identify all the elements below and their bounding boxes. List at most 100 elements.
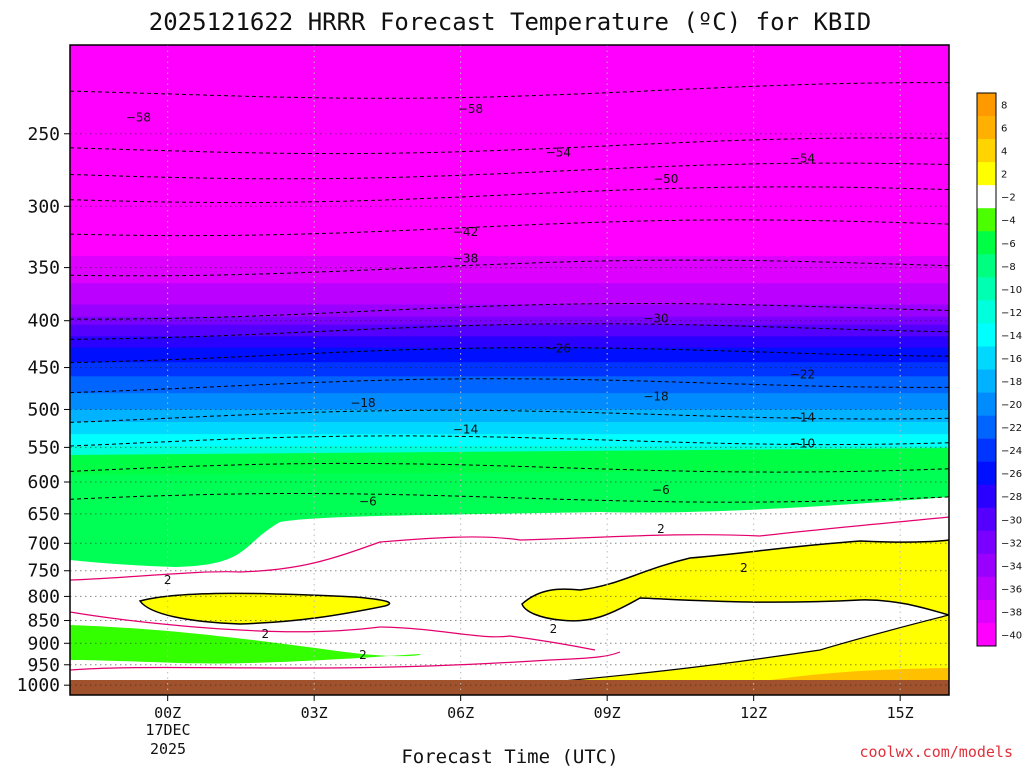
contour-label: −54	[790, 151, 815, 165]
temperature-band	[70, 178, 949, 186]
temperature-band	[70, 52, 949, 62]
colorbar-swatch	[977, 185, 996, 209]
temperature-band	[70, 434, 949, 438]
y-tick-label: 650	[27, 504, 60, 525]
temperature-band	[70, 60, 949, 69]
temperature-band	[70, 206, 949, 213]
colorbar-swatch	[977, 530, 996, 555]
colorbar-swatch	[977, 438, 996, 462]
temperature-band	[70, 110, 949, 119]
colorbar-swatch	[977, 461, 996, 486]
temperature-band	[70, 211, 949, 218]
x-date-year: 2025	[150, 740, 186, 758]
colorbar-label: −6	[1001, 239, 1016, 250]
temperature-band	[70, 415, 949, 420]
x-tick-label: 06Z	[447, 704, 474, 722]
temperature-band	[70, 440, 949, 444]
temperature-band	[70, 336, 949, 341]
colorbar-label: −10	[1001, 285, 1022, 296]
colorbar-swatch	[977, 208, 996, 232]
colorbar-swatch	[977, 277, 996, 301]
colorbar-label: 2	[1001, 170, 1007, 181]
contour-label: 2	[550, 622, 558, 636]
colorbar-label: −2	[1001, 193, 1016, 204]
colorbar-swatch	[977, 93, 996, 117]
colorbar-swatch	[977, 116, 996, 140]
ground-layer	[70, 680, 949, 695]
contour-label: −14	[790, 410, 815, 424]
temperature-band	[70, 136, 949, 144]
colorbar-label: −18	[1001, 377, 1022, 388]
colorbar-swatch	[977, 323, 996, 347]
cold-band	[70, 448, 949, 475]
temperature-band	[70, 269, 949, 275]
colorbar-label: −12	[1001, 308, 1022, 319]
colorbar-label: 8	[1001, 101, 1007, 112]
colorbar-label: −4	[1001, 216, 1016, 227]
warm-pocket-1	[138, 592, 391, 625]
temperature-band	[70, 143, 949, 150]
contour-label: −6	[652, 483, 670, 497]
temperature-band	[70, 376, 949, 381]
contour-label: −18	[643, 390, 668, 404]
colorbar-swatch	[977, 231, 996, 255]
contour-label: −54	[546, 145, 571, 159]
x-axis-label: Forecast Time (UTC)	[401, 746, 618, 768]
temperature-band	[70, 308, 949, 314]
temperature-band	[70, 421, 949, 426]
temperature-band	[70, 409, 949, 414]
temperature-band	[70, 90, 949, 98]
temperature-band	[70, 386, 949, 391]
contour-label: 2	[740, 561, 748, 575]
x-tick-label: 15Z	[887, 704, 914, 722]
x-tick-label: 03Z	[301, 704, 328, 722]
colorbar-swatch	[977, 254, 996, 278]
contour-label: 2	[657, 522, 665, 536]
temperature-band	[70, 406, 949, 411]
temperature-band	[70, 304, 949, 310]
temperature-band	[70, 351, 949, 356]
temperature-band	[70, 343, 949, 349]
colorbar-label: −30	[1001, 515, 1022, 526]
y-tick-label: 500	[27, 399, 60, 420]
temperature-band	[70, 328, 949, 334]
temperature-band	[70, 300, 949, 306]
temperature-band	[70, 82, 949, 91]
y-tick-label: 800	[27, 586, 60, 607]
temperature-band	[70, 369, 949, 374]
temperature-band	[70, 418, 949, 423]
colorbar-label: −20	[1001, 400, 1022, 411]
colorbar-label: −14	[1001, 331, 1022, 342]
contour-label: −10	[790, 437, 815, 451]
temperature-band	[70, 241, 949, 248]
temperature-band	[70, 316, 949, 322]
temperature-band	[70, 428, 949, 432]
temperature-band	[70, 362, 949, 367]
temperature-band	[70, 431, 949, 435]
temperature-band	[70, 184, 949, 191]
temperature-band	[70, 251, 949, 257]
colorbar-swatch	[977, 162, 996, 186]
temperature-band	[70, 173, 949, 180]
temperature-band	[70, 195, 949, 202]
colorbar-label: 4	[1001, 147, 1007, 158]
contour-label: −30	[643, 312, 668, 326]
temperature-band	[70, 97, 949, 105]
contour-label: −26	[546, 342, 571, 356]
colorbar-swatch	[977, 300, 996, 324]
colorbar-swatch	[977, 346, 996, 370]
colorbar-swatch	[977, 622, 996, 647]
colorbar-label: −24	[1001, 446, 1022, 457]
colorbar-swatch	[977, 599, 996, 624]
contour-label: 2	[164, 573, 172, 587]
temperature-band	[70, 226, 949, 233]
temperature-band	[70, 75, 949, 84]
temperature-band	[70, 347, 949, 352]
contour-label: −14	[453, 423, 478, 437]
credit-link[interactable]: coolwx.com/models	[859, 743, 1013, 761]
temperature-band	[70, 161, 949, 168]
zero-degree-contour	[70, 611, 596, 651]
temperature-band	[70, 231, 949, 238]
temperature-band	[70, 104, 949, 112]
zero-degree-contour	[70, 651, 621, 671]
